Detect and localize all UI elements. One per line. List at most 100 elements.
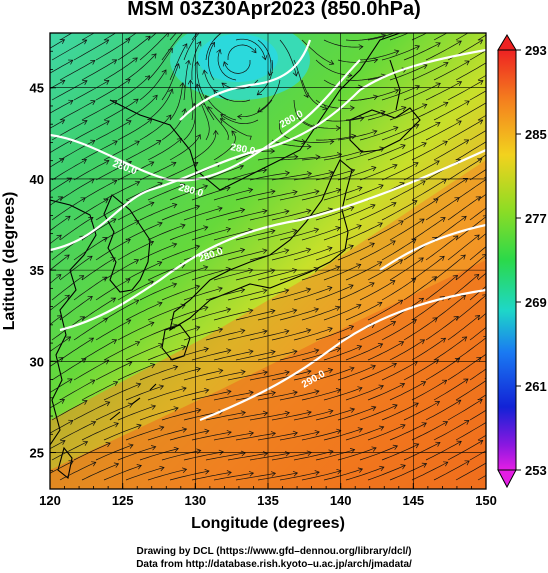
streamline-arrow (456, 81, 463, 86)
streamline (345, 147, 385, 161)
streamline (117, 241, 154, 261)
streamline (359, 202, 397, 221)
streamline-arrow (64, 254, 70, 260)
streamline (249, 412, 290, 421)
streamline (235, 38, 266, 60)
streamline (433, 216, 467, 241)
streamline-arrow (292, 71, 299, 77)
streamline (381, 319, 417, 341)
streamline-arrow (357, 186, 363, 192)
streamline (73, 237, 108, 261)
streamline-arrow (398, 341, 405, 347)
streamline-arrow (195, 134, 201, 140)
streamline-arrow (157, 301, 163, 307)
streamline (477, 154, 486, 161)
streamline-arrow (284, 410, 290, 417)
streamline-arrow (464, 20, 469, 24)
streamline-arrow (59, 119, 66, 125)
streamline (367, 106, 407, 121)
streamline (125, 140, 162, 161)
streamline-arrow (226, 470, 232, 476)
streamline-arrow (220, 114, 226, 120)
streamline (81, 339, 117, 361)
streamline-arrow (456, 440, 462, 446)
streamline (403, 317, 438, 341)
streamline (147, 88, 173, 121)
streamline (139, 69, 167, 101)
streamline-arrow (292, 189, 298, 196)
streamline (191, 308, 231, 321)
streamline (205, 289, 245, 301)
streamline-arrow (336, 152, 343, 158)
streamline (477, 394, 486, 401)
streamline-arrow (194, 244, 201, 250)
streamline-arrow (443, 101, 449, 107)
streamline (271, 452, 312, 461)
streamline (95, 200, 132, 221)
streamline-arrow (203, 305, 209, 312)
streamline (447, 119, 483, 141)
streamline (381, 238, 417, 261)
streamline (256, 59, 273, 96)
streamline-arrow (418, 297, 425, 303)
streamline-arrow (530, 100, 535, 104)
streamline (271, 248, 311, 261)
streamline (345, 261, 382, 281)
streamline-arrow (111, 339, 118, 345)
streamline-arrow (530, 419, 535, 423)
streamline (213, 269, 253, 281)
streamline (315, 408, 355, 421)
streamline-arrow (239, 247, 246, 254)
streamline (125, 467, 165, 481)
streamline-arrow (328, 170, 334, 176)
streamline (125, 343, 163, 361)
contour-280b (50, 59, 361, 182)
streamline-arrow (240, 410, 246, 416)
streamline-arrow (392, 404, 398, 410)
streamline-arrow (478, 80, 484, 85)
streamline (447, 234, 480, 261)
streamline (293, 208, 333, 221)
colorbar-top-arrow (497, 34, 517, 51)
streamline-arrow (90, 420, 97, 426)
streamline-arrow (152, 94, 158, 100)
streamline (169, 134, 201, 161)
streamline (51, 358, 87, 381)
streamline-arrow (262, 370, 268, 376)
streamline (50, 254, 70, 271)
streamline (447, 196, 481, 221)
streamline (81, 33, 95, 41)
y-tick-label: 25 (30, 446, 44, 461)
streamline (301, 79, 328, 110)
streamline (389, 64, 428, 81)
streamline-arrow (112, 140, 118, 146)
streamline-arrow (335, 346, 341, 353)
streamline (249, 330, 289, 341)
streamline-arrow (194, 204, 201, 210)
streamline (208, 42, 215, 81)
streamline-arrow (88, 216, 94, 222)
streamline (433, 33, 448, 41)
streamline (73, 80, 110, 101)
streamline (59, 379, 95, 401)
streamline (433, 295, 466, 321)
streamline-arrow (251, 48, 257, 54)
streamline-arrow (521, 158, 526, 162)
streamline-arrow (88, 337, 95, 343)
streamline-arrow (148, 240, 155, 246)
streamline (81, 59, 117, 81)
streamline-arrow (335, 305, 341, 311)
streamline (433, 60, 470, 81)
streamline-arrow (422, 103, 428, 109)
streamline-arrow (180, 303, 186, 309)
streamline (403, 442, 441, 461)
streamline-arrow (196, 41, 202, 47)
streamline (469, 50, 486, 61)
streamline-arrow (474, 273, 480, 280)
streamline (223, 60, 251, 74)
streamline-arrow (464, 420, 470, 425)
streamline (477, 434, 486, 441)
streamline-arrow (210, 41, 215, 48)
streamline-arrow (168, 88, 174, 94)
streamline (169, 306, 209, 321)
